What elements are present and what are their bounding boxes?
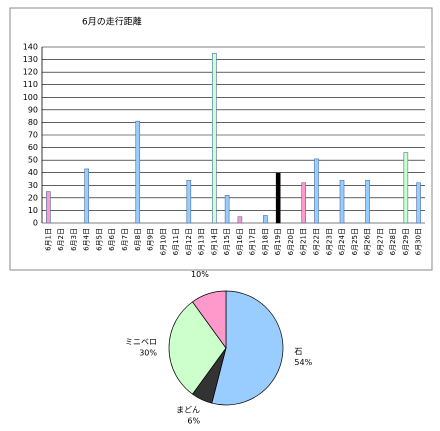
x-tick-label: 6月16日 [236, 228, 244, 255]
x-tick-label: 6月19日 [274, 228, 282, 255]
bar [46, 191, 51, 224]
pie-label: ミニベロ [125, 338, 157, 347]
x-tick-label: 6月26日 [364, 228, 372, 255]
y-tick-label: 70 [28, 131, 38, 140]
pie-value-label: 10% [191, 270, 209, 279]
y-tick-label: 80 [28, 118, 38, 127]
pie-slice [168, 301, 227, 395]
y-tick-label: 120 [23, 68, 38, 77]
x-tick-label: 6月2日 [57, 228, 65, 251]
bar [135, 120, 141, 224]
bar [301, 182, 307, 224]
y-tick-label: 20 [28, 193, 38, 202]
x-tick-label: 6月7日 [121, 228, 129, 251]
bar [186, 179, 192, 224]
pie-label: まどん [176, 405, 200, 414]
x-tick-label: 6月21日 [300, 228, 308, 255]
x-tick-label: 6月3日 [70, 228, 78, 251]
bar [275, 172, 281, 224]
bar [263, 215, 268, 224]
x-tick-label: 6月13日 [198, 228, 206, 255]
y-tick-label: 100 [23, 93, 38, 102]
y-tick-label: 30 [28, 181, 38, 190]
bar [237, 216, 243, 224]
pie-slice [192, 290, 227, 350]
x-tick-label: 6月17日 [249, 228, 257, 255]
x-tick-label: 6月29日 [402, 228, 410, 255]
x-tick-label: 6月11日 [172, 228, 180, 255]
y-tick-label: 140 [23, 43, 38, 52]
pie-slice [211, 290, 284, 406]
y-tick-label: 90 [28, 105, 38, 114]
x-tick-label: 6月23日 [325, 228, 333, 255]
x-tick-label: 6月24日 [338, 228, 346, 255]
y-tick-label: 130 [23, 55, 38, 64]
pie-value-label: 6% [187, 416, 200, 425]
x-tick-label: 6月27日 [376, 228, 384, 255]
y-tick-label: 10 [28, 206, 38, 215]
bar [365, 179, 370, 224]
y-tick-label: 40 [28, 168, 38, 177]
x-tick-label: 6月30日 [415, 228, 423, 255]
bar [416, 182, 421, 224]
pie-label: 石 [294, 347, 302, 356]
x-tick-label: 6月14日 [210, 228, 218, 255]
x-tick-label: 6月5日 [95, 228, 103, 251]
x-tick-label: 6月20日 [287, 228, 295, 255]
x-tick-label: 6月8日 [134, 228, 142, 251]
x-tick-label: 6月18日 [261, 228, 269, 255]
x-tick-label: 6月4日 [83, 228, 91, 251]
x-tick-label: 6月9日 [147, 228, 155, 251]
x-tick-label: 6月10日 [159, 228, 167, 255]
bar [314, 158, 319, 224]
y-tick-label: 110 [23, 80, 38, 89]
x-tick-label: 6月1日 [44, 228, 52, 251]
x-tick-label: 6月22日 [312, 228, 320, 255]
x-tick-label: 6月6日 [108, 228, 116, 251]
x-tick-label: 6月28日 [389, 228, 397, 255]
bar [403, 152, 409, 224]
x-tick-label: 6月15日 [223, 228, 231, 255]
x-tick-label: 6月12日 [185, 228, 193, 255]
bar [339, 179, 345, 224]
y-tick-label: 60 [28, 143, 38, 152]
chart-frame [9, 7, 433, 271]
y-tick-label: 0 [33, 219, 38, 228]
pie-value-label: 54% [294, 358, 312, 367]
x-tick-label: 6月25日 [351, 228, 359, 255]
pie-value-label: 30% [139, 349, 157, 358]
bar [212, 52, 217, 224]
bar [84, 168, 89, 224]
chart-title: 6月の走行距離 [82, 16, 142, 28]
y-tick-label: 50 [28, 156, 38, 165]
bar [224, 195, 230, 224]
